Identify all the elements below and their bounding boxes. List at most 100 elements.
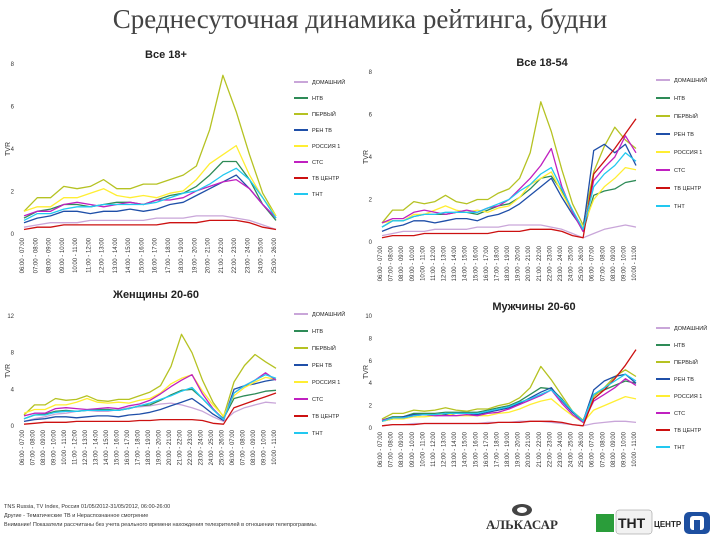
x-tick-label: 11:00 - 12:00 [86, 237, 92, 273]
y-tick-label: 8 [11, 62, 15, 68]
x-tick-label: 20:00 - 21:00 [526, 245, 532, 281]
legend-label: РОССИЯ 1 [312, 144, 340, 150]
series-line-россия-1 [381, 166, 637, 228]
x-tick-label: 16:00 - 17:00 [484, 431, 490, 467]
x-tick-label: 16:00 - 17:00 [125, 429, 131, 465]
x-tick-label: 13:00 - 14:00 [113, 237, 119, 273]
y-tick-label: 8 [11, 351, 15, 357]
center-logo-text: ЦЕНТР [654, 520, 682, 529]
x-tick-label: 09:00 - 10:00 [410, 245, 416, 281]
x-tick-label: 13:00 - 14:00 [452, 431, 458, 467]
legend-label: ТНТ [674, 204, 685, 210]
x-tick-label: 07:00 - 08:00 [600, 245, 606, 281]
series-line-тнт [23, 374, 277, 421]
x-tick-label: 14:00 - 15:00 [463, 245, 469, 281]
legend-label: ДОМАШНИЙ [312, 310, 345, 318]
legend-label: ПЕРВЫЙ [674, 112, 698, 120]
x-tick-label: 25:00 - 26:00 [272, 237, 278, 273]
legend-label: НТВ [674, 343, 685, 349]
x-tick-label: 25:00 - 26:00 [579, 245, 585, 281]
series-line-тнт [381, 373, 637, 422]
legend-label: СТС [674, 168, 685, 174]
x-tick-label: 06:00 - 07:00 [378, 245, 384, 281]
chart-all-18plus: Все 18+ 0 2 4 6 8 TVR 06:00 - 07:00 07:00 - 08:0… [5, 49, 345, 273]
x-tick-label: 20:00 - 21:00 [526, 431, 532, 467]
legend-label: ДОМАШНИЙ [674, 76, 707, 84]
x-tick-label: 07:00 - 08:00 [31, 429, 37, 465]
series-line-тв-центр [23, 219, 277, 231]
y-tick-label: 2 [369, 198, 373, 204]
x-tick-label: 15:00 - 16:00 [139, 237, 145, 273]
x-tick-label: 23:00 - 24:00 [558, 431, 564, 467]
x-tick-label: 06:00 - 07:00 [230, 429, 236, 465]
chart-all-18-54: Все 18-54 0 2 4 6 8 TVR 06:00 - 07:00 07:00 - 08… [363, 57, 707, 281]
y-tick-label: 0 [11, 424, 15, 430]
x-tick-label: 09:00 - 10:00 [621, 431, 627, 467]
legend-label: ДОМАШНИЙ [312, 78, 345, 86]
x-tick-label: 09:00 - 10:00 [621, 245, 627, 281]
x-tick-label: 10:00 - 11:00 [420, 245, 426, 281]
y-tick-label: 8 [369, 70, 373, 76]
x-tick-label: 06:00 - 07:00 [378, 431, 384, 467]
x-tick-label: 11:00 - 12:00 [73, 429, 79, 465]
x-tick-label: 10:00 - 11:00 [73, 237, 79, 273]
x-tick-label: 12:00 - 13:00 [83, 429, 89, 465]
chart-women-20-60: Женщины 20-60 0 4 8 12 TVR 06:00 - 07:00 07:00 … [5, 289, 345, 465]
legend-label: СТС [312, 160, 323, 166]
x-tick-label: 06:00 - 07:00 [590, 245, 596, 281]
logos-svg: АЛЬКАСАР ТНТ ЦЕНТР [486, 504, 710, 535]
series-line-домашний [381, 224, 637, 239]
series-line-тв-центр [381, 118, 637, 239]
x-tick-label: 22:00 - 23:00 [232, 237, 238, 273]
y-axis-label: TVR [363, 150, 370, 164]
y-tick-label: 8 [369, 336, 373, 342]
x-tick-label: 07:00 - 08:00 [33, 237, 39, 273]
legend-label: НТВ [312, 329, 323, 335]
x-tick-label: 24:00 - 25:00 [209, 429, 215, 465]
x-tick-label: 08:00 - 09:00 [251, 429, 257, 465]
x-tick-label: 21:00 - 22:00 [537, 245, 543, 281]
x-tick-label: 22:00 - 23:00 [547, 245, 553, 281]
x-tick-label: 19:00 - 20:00 [157, 429, 163, 465]
x-tick-label: 19:00 - 20:00 [516, 245, 522, 281]
x-tick-label: 17:00 - 18:00 [494, 245, 500, 281]
x-tick-label: 13:00 - 14:00 [452, 245, 458, 281]
x-tick-label: 19:00 - 20:00 [192, 237, 198, 273]
series-line-тнт [23, 167, 277, 221]
tv-center-logo-icon [684, 512, 710, 534]
x-tick-label: 14:00 - 15:00 [463, 431, 469, 467]
legend-label: ТВ ЦЕНТР [312, 414, 340, 420]
legend-label: РЕН ТВ [674, 132, 694, 138]
x-tick-label: 07:00 - 08:00 [241, 429, 247, 465]
legend-label: РЕН ТВ [312, 128, 332, 134]
x-tick-label: 15:00 - 16:00 [473, 245, 479, 281]
x-tick-label: 24:00 - 25:00 [569, 431, 575, 467]
y-tick-label: 6 [369, 359, 373, 365]
x-tick-label: 18:00 - 19:00 [505, 431, 511, 467]
x-tick-label: 14:00 - 15:00 [126, 237, 132, 273]
x-tick-label: 08:00 - 09:00 [47, 237, 53, 273]
series-line-россия-1 [23, 144, 277, 217]
series-line-первый [23, 74, 277, 217]
legend-label: ПЕРВЫЙ [312, 110, 336, 118]
chart-title: Все 18-54 [516, 57, 568, 69]
series-line-стс [23, 178, 277, 219]
alkasar-logo-text: АЛЬКАСАР [486, 517, 558, 532]
x-tick-label: 16:00 - 17:00 [484, 245, 490, 281]
x-tick-label: 25:00 - 26:00 [220, 429, 226, 465]
series-line-первый [381, 365, 637, 421]
legend-label: РОССИЯ 1 [674, 150, 702, 156]
x-tick-label: 13:00 - 14:00 [94, 429, 100, 465]
legend-label: ДОМАШНИЙ [674, 324, 707, 332]
legend-label: ТНТ [312, 431, 323, 437]
x-tick-label: 10:00 - 11:00 [632, 245, 638, 281]
series-line-нтв [23, 388, 277, 420]
x-tick-label: 10:00 - 11:00 [272, 429, 278, 465]
x-tick-label: 09:00 - 10:00 [60, 237, 66, 273]
legend-label: СТС [312, 397, 323, 403]
series-line-тв-центр [23, 392, 277, 425]
y-tick-label: 4 [369, 381, 373, 387]
page-title: Среднесуточная динамика рейтинга, будни [112, 4, 608, 34]
y-tick-label: 0 [369, 240, 373, 246]
x-tick-label: 09:00 - 10:00 [52, 429, 58, 465]
